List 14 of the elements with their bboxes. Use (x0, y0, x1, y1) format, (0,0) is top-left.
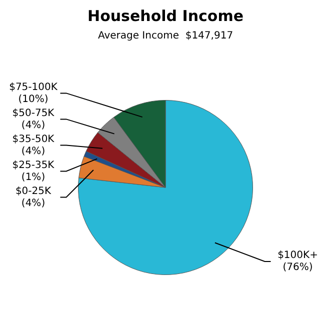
slice-label: $50-75K (12, 108, 55, 119)
slice-label: $100K+ (278, 250, 318, 262)
slice-label: $35-50K (12, 134, 55, 145)
slice-label: $25-35K (12, 160, 55, 171)
data-label: (4%) (21, 198, 46, 209)
data-label: (4%) (21, 146, 46, 157)
slice-label: $0-25K (15, 186, 52, 197)
slice-label: $75-100K (9, 82, 58, 93)
data-label: (4%) (21, 120, 46, 131)
data-label: (1%) (21, 172, 46, 183)
chart-title: Household Income (88, 6, 244, 25)
data-label: (10%) (18, 94, 48, 105)
data-label: (76%) (282, 262, 313, 274)
chart-subtitle: Average Income $147,917 (98, 30, 234, 42)
